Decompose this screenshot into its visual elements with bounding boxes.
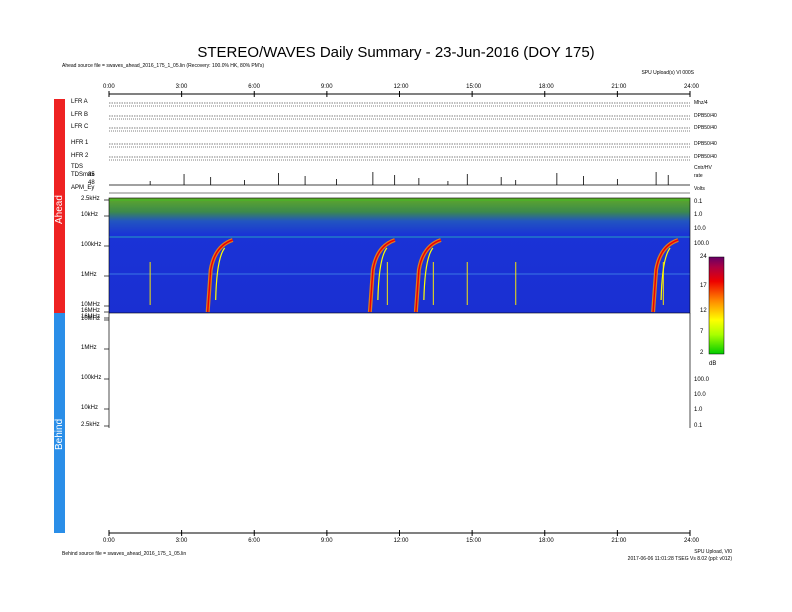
freq-label: 1MHz [81,345,97,351]
type-iii-burst-harmonic [377,247,388,301]
time-tick-label: 6:00 [248,84,260,90]
panel-row-label: LFR A [71,99,88,105]
time-tick-label: 24:00 [684,84,700,90]
time-tick-label: 12:00 [393,84,409,90]
colorbar-tick-label: 17 [700,283,707,289]
type-iii-burst-core [652,239,679,313]
ahead-spectrogram [109,198,690,313]
right-scale-label: 100.0 [694,377,710,383]
bottom-right-note-1: SPU Upload, VI0 [694,549,732,555]
type-iii-burst-core [415,239,442,313]
top-right-note: SPU Upload(s) VI 000S [641,70,694,76]
freq-label: 16MHz [81,314,101,320]
time-tick-label: 15:00 [466,538,482,544]
freq-label: 100kHz [81,375,102,381]
freq-label: 10MHz [81,316,101,322]
time-tick-label: 9:00 [320,538,333,544]
panel-row-unit: Cntr/HV [694,165,712,171]
ahead-spectrogram-frame [108,197,691,314]
panel-row-label: LFR B [71,112,89,118]
type-iii-burst-harmonic [423,247,434,301]
panel-row-label: HFR 2 [71,153,89,159]
right-scale-label: 100.0 [694,241,710,247]
freq-label: 2.5kHz [81,422,100,428]
colorbar-tick-label: 7 [700,329,704,335]
tdsmax-scale-top: 85 [88,172,95,178]
panel-row-unit: DPB50/40 [694,125,717,131]
freq-label: 10kHz [81,405,99,411]
panel-row-unit: DPB50/40 [694,113,717,119]
time-tick-label: 18:00 [538,538,554,544]
time-tick-label: 9:00 [320,84,333,90]
right-scale-label: 1.0 [694,212,703,218]
panel-row-unit: Volts [694,186,705,192]
colorbar-tick-label: 24 [700,254,707,260]
ahead-source-file: Ahead source file = swaves_ahead_2016_17… [62,63,265,69]
right-scale-label: 0.1 [694,199,703,205]
panel-row-label: TDS [71,164,83,170]
time-tick-label: 3:00 [175,84,188,90]
colorbar-tick-label: 12 [700,308,707,314]
behind-source-file: Behind source file = swaves_ahead_2016_1… [62,551,187,557]
type-iii-burst-core [369,239,396,313]
panel-row-unit: Mhz/4 [694,100,708,106]
bottom-right-note-2: 2017-06-06 11:01:28 TSEG Vs 8.02 (ppl: v… [627,556,732,562]
panel-row-unit: DPB50/40 [694,141,717,147]
time-tick-label: 15:00 [466,84,482,90]
freq-label: 16MHz [81,308,101,314]
freq-label: 10MHz [81,302,101,308]
right-scale-label: 10.0 [694,226,706,232]
time-tick-label: 12:00 [393,538,409,544]
colorbar-unit: dB [709,361,717,367]
time-tick-label: 21:00 [611,538,627,544]
freq-label: 10kHz [81,212,99,218]
time-tick-label: 6:00 [248,538,260,544]
freq-label: 2.5kHz [81,196,100,202]
panel-row-label: HFR 1 [71,140,89,146]
panel-row-unit: rate [694,173,703,179]
type-iii-burst-harmonic [215,247,226,301]
right-scale-label: 0.1 [694,423,703,429]
page-title: STEREO/WAVES Daily Summary - 23-Jun-2016… [197,44,595,61]
time-tick-label: 0:00 [103,538,115,544]
right-scale-label: 10.0 [694,392,706,398]
time-tick-label: 18:00 [538,84,554,90]
panel-row-label: TDSmax [71,172,95,178]
behind-side-bar [54,313,65,533]
time-tick-label: 3:00 [175,538,188,544]
time-tick-label: 21:00 [611,84,627,90]
time-tick-label: 0:00 [103,84,115,90]
type-iii-burst-harmonic [660,247,671,301]
colorbar [708,256,725,355]
type-iii-burst-core [206,239,233,313]
freq-label: 100kHz [81,242,102,248]
tdsmax-scale-bottom: 48 [88,180,95,186]
ahead-side-bar [54,99,65,313]
freq-label: 1MHz [81,272,97,278]
panel-row-label: APM_Ey [71,185,95,191]
colorbar-tick-label: 2 [700,350,704,356]
panel-row-unit: DPB50/40 [694,154,717,160]
time-tick-label: 24:00 [684,538,700,544]
right-scale-label: 1.0 [694,407,703,413]
panel-row-label: LFR C [71,124,89,130]
